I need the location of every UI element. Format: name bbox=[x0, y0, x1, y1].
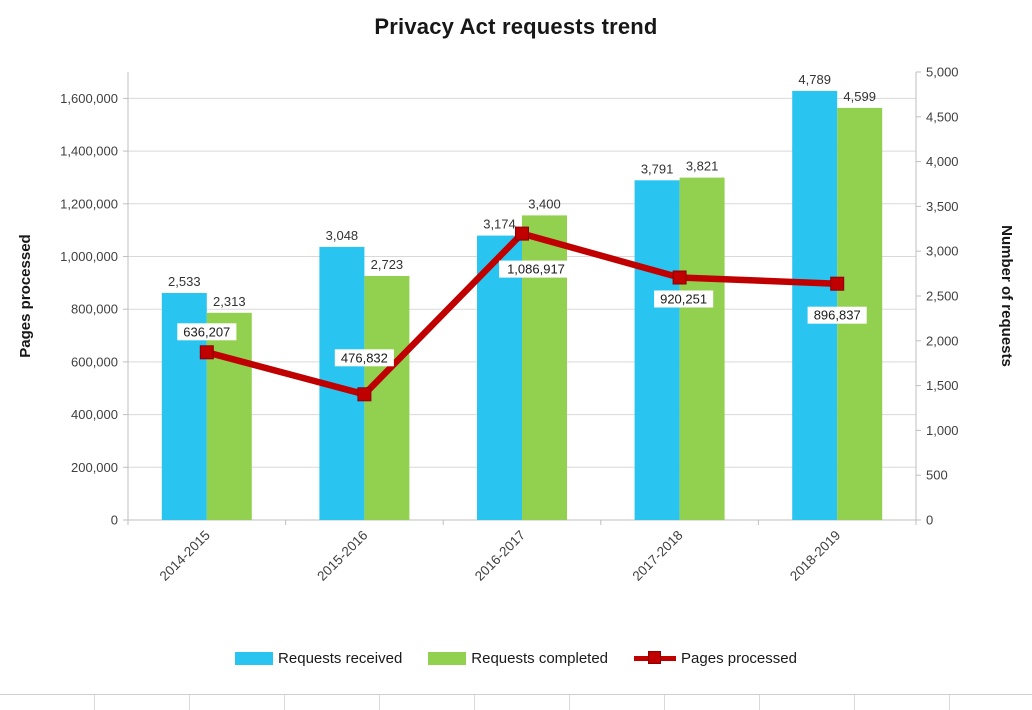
left-axis-tick-label: 1,000,000 bbox=[60, 249, 118, 264]
chart-title: Privacy Act requests trend bbox=[374, 14, 658, 39]
left-axis-tick-label: 400,000 bbox=[71, 407, 118, 422]
bar-value-label: 4,599 bbox=[843, 89, 876, 104]
line-value-label: 476,832 bbox=[341, 350, 388, 365]
line-value-label-bg bbox=[499, 260, 573, 278]
legend-swatch-pages-processed-icon bbox=[634, 651, 677, 666]
chart-canvas: 0 200,000 400,000 600,000 800,000 1,000,000 1,… bbox=[17, 65, 1015, 584]
right-axis-tick-label: 4,000 bbox=[926, 154, 959, 169]
legend-item-requests-completed[interactable]: Requests completed bbox=[428, 650, 608, 667]
bar-requests-completed[interactable] bbox=[206, 312, 252, 520]
right-axis-tick-label: 3,000 bbox=[926, 244, 959, 259]
bar-requests-completed[interactable] bbox=[679, 177, 725, 520]
line-value-label-bg bbox=[807, 306, 867, 324]
legend-item-requests-received[interactable]: Requests received bbox=[235, 650, 402, 667]
x-axis-category-label: 2016-2017 bbox=[472, 528, 528, 584]
chart-legend: Requests received Requests completed Pag… bbox=[0, 650, 1032, 667]
line-value-label: 920,251 bbox=[660, 292, 707, 307]
bar-requests-received[interactable] bbox=[477, 235, 522, 520]
bar-value-label: 2,533 bbox=[168, 274, 201, 289]
line-value-label: 636,207 bbox=[183, 324, 230, 339]
right-axis-tick-label: 2,500 bbox=[926, 289, 959, 304]
left-axis-tick-label: 200,000 bbox=[71, 460, 118, 475]
right-axis-tick-label: 1,500 bbox=[926, 378, 959, 393]
left-axis-tick-label: 1,200,000 bbox=[60, 196, 118, 211]
bar-value-label: 4,789 bbox=[798, 72, 831, 87]
bar-value-label: 2,313 bbox=[213, 294, 246, 309]
left-axis-tick-label: 1,600,000 bbox=[60, 91, 118, 106]
bar-requests-completed[interactable] bbox=[364, 276, 410, 520]
legend-label-requests-received: Requests received bbox=[278, 650, 403, 667]
line-marker[interactable] bbox=[199, 345, 214, 360]
line-marker-icon bbox=[648, 651, 662, 664]
line-marker[interactable] bbox=[515, 226, 529, 241]
line-marker[interactable] bbox=[672, 270, 687, 285]
line-value-label-bg bbox=[654, 290, 714, 308]
legend-swatch-requests-completed-icon bbox=[428, 652, 467, 665]
line-value-label: 1,086,917 bbox=[507, 262, 565, 277]
right-axis-title: Number of requests bbox=[998, 225, 1015, 367]
bar-requests-received[interactable] bbox=[634, 180, 680, 521]
right-axis-tick-label: 4,500 bbox=[926, 109, 959, 124]
legend-swatch-requests-received-icon bbox=[235, 652, 274, 665]
right-axis-tick-label: 1,000 bbox=[926, 423, 959, 438]
bar-value-label: 3,174 bbox=[483, 217, 516, 232]
bar-value-label: 3,400 bbox=[528, 196, 561, 211]
x-axis-category-label: 2015-2016 bbox=[314, 528, 370, 584]
line-marker[interactable] bbox=[830, 276, 845, 291]
line-value-label-bg bbox=[334, 349, 394, 367]
bar-value-label: 3,791 bbox=[641, 161, 674, 176]
legend-label-pages-processed: Pages processed bbox=[681, 650, 797, 667]
right-axis-tick-label: 2,000 bbox=[926, 333, 959, 348]
line-value-label-bg bbox=[177, 323, 237, 341]
right-axis-tick-label: 0 bbox=[926, 513, 933, 528]
bar-value-label: 3,821 bbox=[686, 159, 719, 174]
bar-value-label: 2,723 bbox=[371, 257, 404, 272]
x-axis-category-label: 2017-2018 bbox=[629, 528, 685, 584]
left-axis-tick-label: 1,400,000 bbox=[60, 144, 118, 159]
left-axis-title: Pages processed bbox=[17, 234, 34, 357]
left-axis-tick-label: 800,000 bbox=[71, 302, 118, 317]
x-axis-category-label: 2014-2015 bbox=[157, 528, 213, 584]
legend-item-pages-processed[interactable]: Pages processed bbox=[634, 650, 797, 667]
line-marker[interactable] bbox=[357, 387, 372, 402]
left-axis-tick-label: 0 bbox=[111, 513, 118, 528]
right-axis-tick-label: 3,500 bbox=[926, 199, 959, 214]
worksheet-cells-strip[interactable] bbox=[0, 694, 1032, 710]
left-axis-tick-label: 600,000 bbox=[71, 354, 118, 369]
legend-label-requests-completed: Requests completed bbox=[471, 650, 609, 667]
right-axis-tick-label: 500 bbox=[926, 468, 948, 483]
bar-value-label: 3,048 bbox=[326, 228, 359, 243]
x-axis-category-label: 2018-2019 bbox=[787, 528, 843, 584]
line-value-label: 896,837 bbox=[814, 308, 861, 323]
right-axis-tick-label: 5,000 bbox=[926, 65, 959, 80]
bar-requests-received[interactable] bbox=[792, 90, 838, 521]
